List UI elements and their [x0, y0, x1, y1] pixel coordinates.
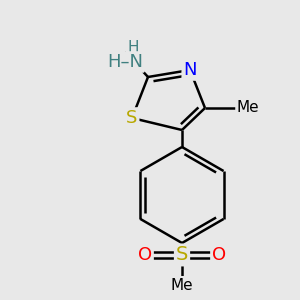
Text: O: O — [212, 246, 226, 264]
Text: O: O — [138, 246, 152, 264]
Text: Me: Me — [171, 278, 193, 292]
Text: Me: Me — [237, 100, 260, 116]
Text: S: S — [176, 245, 188, 265]
Text: N: N — [183, 61, 197, 79]
Text: H: H — [127, 40, 139, 56]
Text: H–N: H–N — [107, 53, 143, 71]
Text: S: S — [126, 109, 138, 127]
